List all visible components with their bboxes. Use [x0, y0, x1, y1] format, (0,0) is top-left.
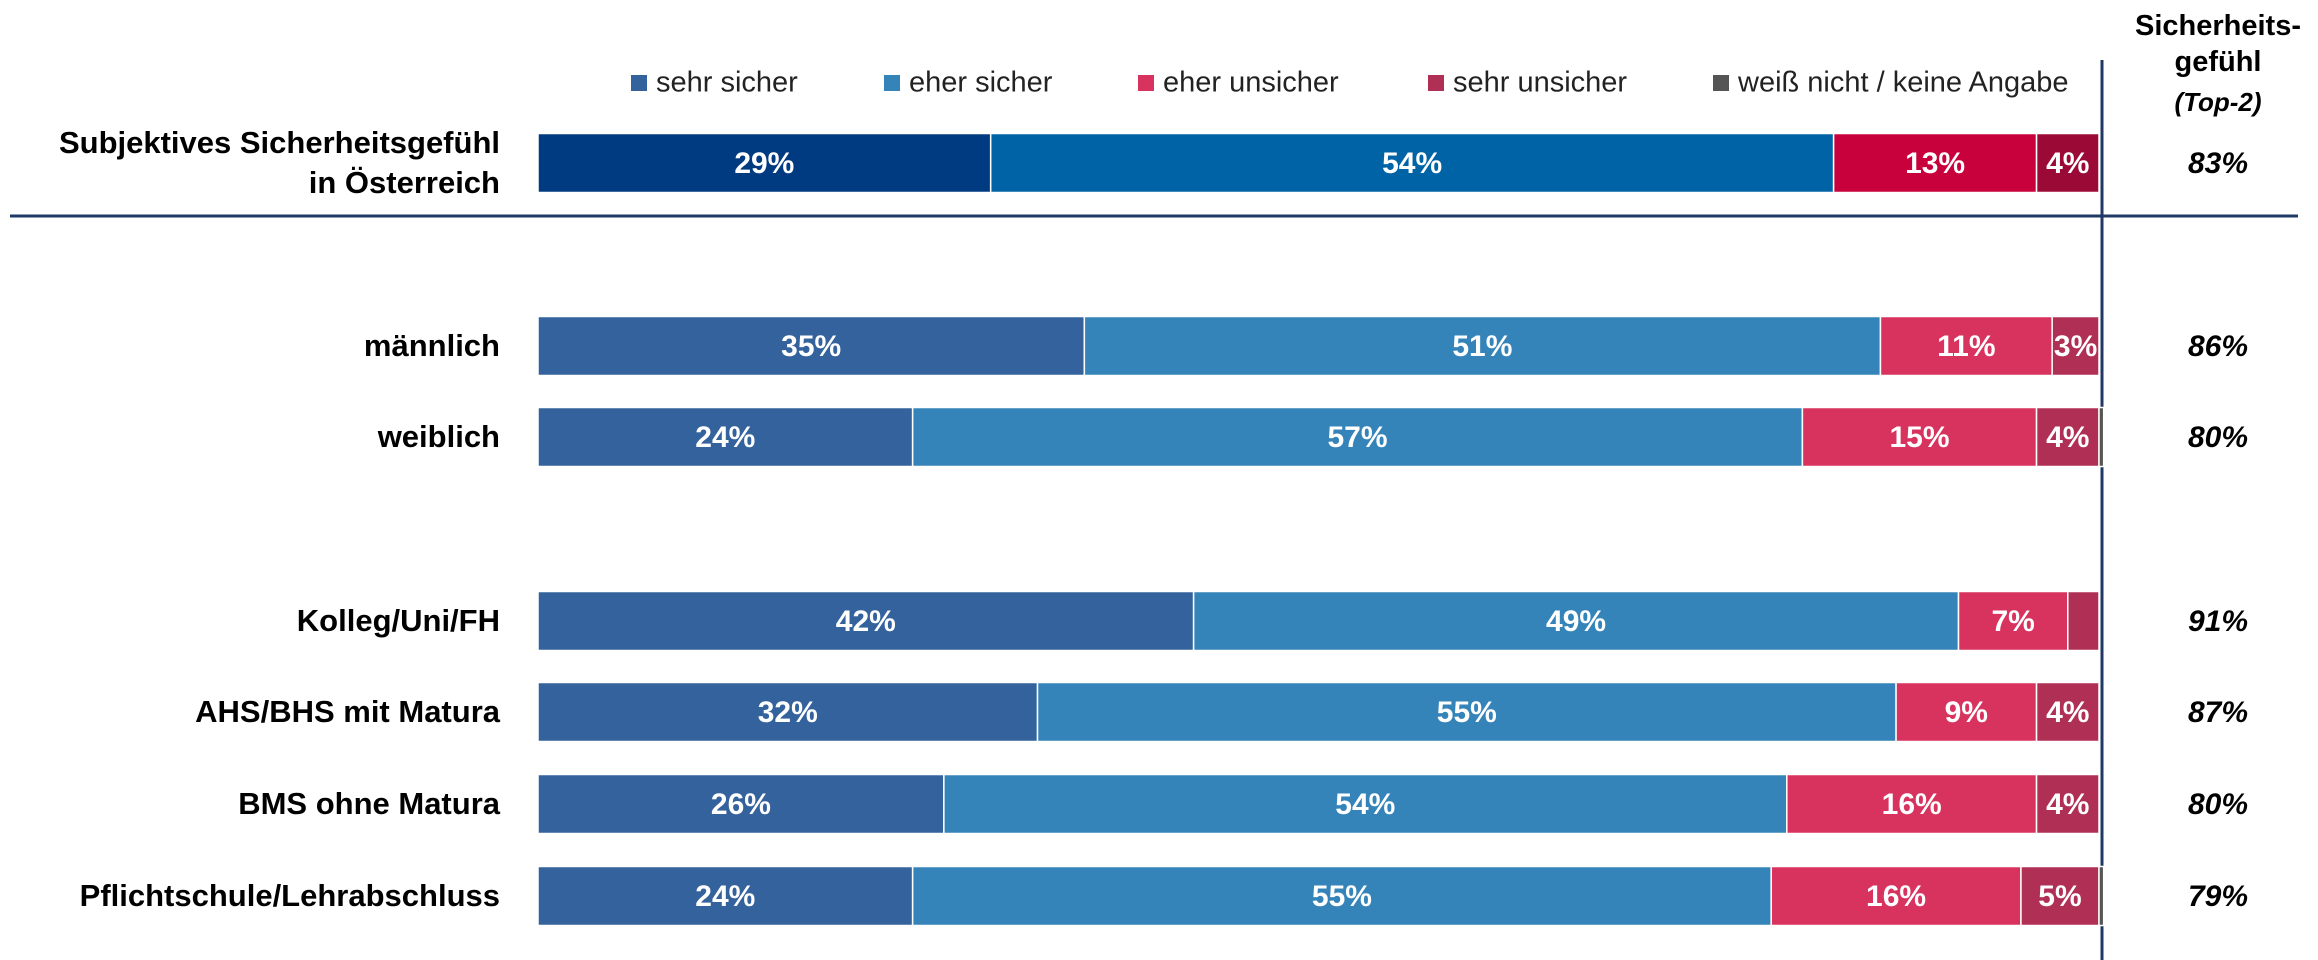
segment-label: 55%: [1437, 696, 1497, 729]
top2-title: Sicherheits- gefühl: [2135, 10, 2301, 78]
bar-segment: [1770, 865, 2022, 927]
bar-segment: [1192, 590, 1960, 652]
segment-label: 54%: [1382, 147, 1442, 180]
top2-value: 91%: [2188, 605, 2248, 638]
row-label: AHS/BHS mit Matura: [195, 694, 500, 729]
top2-value: 83%: [2188, 147, 2248, 180]
bar-segment: [2035, 681, 2100, 743]
segment-label: 54%: [1335, 788, 1395, 821]
segment-label: 57%: [1328, 421, 1388, 454]
segment-label: 51%: [1452, 330, 1512, 363]
row-label: Subjektives Sicherheitsgefühl in Österre…: [58, 125, 500, 200]
segment-label: 9%: [1945, 696, 1988, 729]
legend-label: eher sicher: [909, 67, 1053, 99]
segment-label: 4%: [2046, 788, 2089, 821]
segment-label: 16%: [1866, 880, 1926, 913]
segment-label: 15%: [1889, 421, 1949, 454]
legend-label: sehr sicher: [656, 67, 798, 99]
segment-label: 4%: [2046, 696, 2089, 729]
segment-label: 5%: [2038, 880, 2081, 913]
segment-label: 26%: [711, 788, 771, 821]
segment-label: 11%: [1937, 330, 1995, 363]
row-label: männlich: [363, 328, 500, 363]
bar-segment: [537, 865, 914, 927]
top2-value: 79%: [2188, 880, 2248, 913]
bar-segment: [537, 681, 1039, 743]
bar-segment: [537, 590, 1195, 652]
segment-label: 35%: [781, 330, 841, 363]
segment-label: 16%: [1882, 788, 1942, 821]
bar-segment: [1786, 773, 2038, 835]
bar-segment: [1879, 315, 2053, 377]
top2-value: 87%: [2188, 696, 2248, 729]
bar-segment: [911, 865, 1772, 927]
bar-segment: [2098, 865, 2105, 927]
legend-swatch: [1428, 75, 1444, 91]
segment-label: 49%: [1546, 605, 1606, 638]
segment-label: 24%: [695, 421, 755, 454]
top2-value: 80%: [2188, 788, 2248, 821]
legend-swatch: [1138, 75, 1154, 91]
bar-segment: [2098, 406, 2105, 468]
row-label: Kolleg/Uni/FH: [296, 603, 500, 638]
segment-label: 7%: [1991, 605, 2034, 638]
legend-label: eher unsicher: [1163, 67, 1339, 99]
segment-label: 4%: [2046, 147, 2089, 180]
top2-subtitle: (Top-2): [2174, 87, 2262, 117]
bar-segment: [1832, 132, 2038, 194]
bar-segment: [537, 773, 945, 835]
legend-label: weiß nicht / keine Angabe: [1737, 67, 2068, 99]
bar-segment: [537, 315, 1086, 377]
segment-label: 32%: [758, 696, 818, 729]
legend-swatch: [631, 75, 647, 91]
bar-segment: [911, 406, 1804, 468]
bar-segment: [1801, 406, 2038, 468]
legend-label: sehr unsicher: [1453, 67, 1627, 99]
bar-segment: [2067, 590, 2100, 652]
segment-label: 13%: [1905, 147, 1965, 180]
bar-segment: [2035, 132, 2100, 194]
segment-label: 3%: [2054, 330, 2097, 363]
bar-segment: [1083, 315, 1882, 377]
legend-swatch: [1713, 75, 1729, 91]
top2-value: 86%: [2188, 330, 2248, 363]
bar-segment: [1895, 681, 2038, 743]
row-label: weiblich: [377, 419, 500, 454]
segment-label: 29%: [734, 147, 794, 180]
row-label: Pflichtschule/Lehrabschluss: [79, 878, 500, 913]
bar-segment: [989, 132, 1835, 194]
legend-swatch: [884, 75, 900, 91]
bar-segment: [2035, 406, 2100, 468]
bar-segment: [943, 773, 1788, 835]
segment-label: 24%: [695, 880, 755, 913]
bar-segment: [2035, 773, 2100, 835]
bar-segment: [2020, 865, 2100, 927]
top2-value: 80%: [2188, 421, 2248, 454]
segment-label: 4%: [2046, 421, 2089, 454]
bar-segment: [1036, 681, 1897, 743]
segment-label: 55%: [1312, 880, 1372, 913]
bar-segment: [2051, 315, 2100, 377]
row-label: BMS ohne Matura: [238, 786, 500, 821]
segment-label: 42%: [836, 605, 896, 638]
